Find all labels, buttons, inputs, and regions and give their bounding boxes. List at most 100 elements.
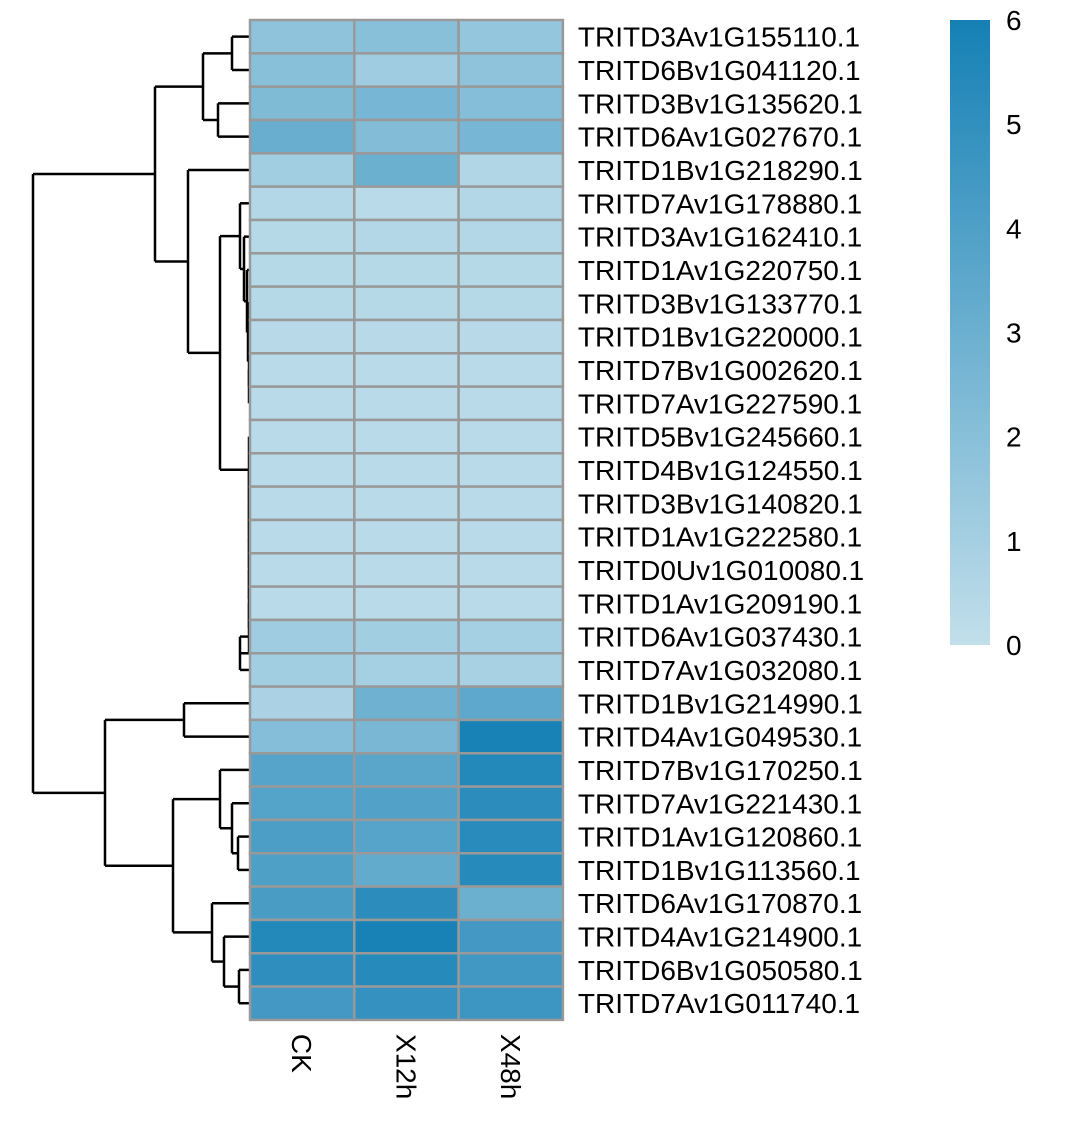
row-label: TRITD4Av1G049530.1 — [578, 722, 862, 753]
heatmap-cell — [248, 152, 356, 188]
row-label: TRITD6Av1G037430.1 — [578, 622, 862, 653]
heatmap-cell — [248, 285, 356, 322]
row-label: TRITD4Av1G214900.1 — [578, 922, 862, 953]
heatmap-cell — [457, 318, 565, 355]
row-label: TRITD3Bv1G133770.1 — [578, 288, 863, 319]
heatmap-cell — [353, 951, 460, 988]
heatmap-cell — [248, 985, 356, 1022]
heatmap-cell — [248, 385, 356, 422]
heatmap-cell — [353, 52, 460, 88]
row-label: TRITD6Av1G170870.1 — [578, 888, 862, 919]
color-legend: 0 1 2 3 4 5 6 — [950, 5, 1022, 661]
row-dendrogram — [31, 35, 251, 1005]
heatmap-cell — [248, 852, 356, 888]
row-label: TRITD1Av1G120860.1 — [578, 822, 862, 853]
heatmap-cell — [353, 418, 460, 455]
heatmap-cell — [353, 218, 460, 255]
row-label: TRITD7Av1G032080.1 — [578, 655, 862, 686]
row-label: TRITD4Bv1G124550.1 — [578, 455, 863, 486]
row-label: TRITD5Bv1G245660.1 — [578, 422, 863, 453]
heatmap-cell — [353, 652, 460, 688]
row-label: TRITD1Av1G209190.1 — [578, 588, 862, 619]
heatmap-cell — [353, 618, 460, 655]
row-label: TRITD3Bv1G140820.1 — [578, 488, 863, 519]
heatmap-cell — [248, 485, 356, 522]
color-legend-bar — [950, 20, 990, 645]
row-label: TRITD7Av1G221430.1 — [578, 788, 862, 819]
heatmap-cell — [457, 52, 565, 88]
row-label: TRITD6Bv1G041120.1 — [578, 55, 861, 86]
heatmap-cell — [457, 418, 565, 455]
heatmap-cell — [248, 85, 356, 122]
heatmap-cell — [353, 518, 460, 555]
heatmap-cell — [457, 352, 565, 388]
heatmap-cell — [457, 618, 565, 655]
heatmap-cell — [457, 718, 565, 755]
heatmap-cell — [248, 752, 356, 788]
heatmap-cell — [457, 252, 565, 288]
row-label: TRITD1Bv1G220000.1 — [578, 322, 863, 353]
heatmap-cell — [353, 885, 460, 922]
row-label: TRITD7Av1G227590.1 — [578, 388, 862, 419]
heatmap-cell — [457, 885, 565, 922]
legend-tick-label: 0 — [1006, 630, 1022, 661]
heatmap-cell — [248, 951, 356, 988]
heatmap-cell — [457, 785, 565, 822]
heatmap-cell — [457, 852, 565, 888]
heatmap-cell — [457, 185, 565, 222]
heatmap-cell — [457, 485, 565, 522]
row-label: TRITD1Bv1G113560.1 — [578, 855, 861, 886]
heatmap-cell — [248, 918, 356, 955]
heatmap-cell — [353, 985, 460, 1022]
heatmap-cell — [353, 785, 460, 822]
heatmap-cell — [353, 918, 460, 955]
legend-tick-label: 5 — [1006, 109, 1022, 140]
heatmap-cell — [353, 352, 460, 388]
legend-tick-label: 6 — [1006, 5, 1022, 36]
heatmap-cell — [353, 285, 460, 322]
row-label: TRITD7Av1G011740.1 — [578, 988, 860, 1019]
heatmap-cell — [353, 252, 460, 288]
row-label: TRITD3Bv1G135620.1 — [578, 88, 863, 119]
heatmap-cell — [457, 452, 565, 488]
heatmap-cell — [457, 385, 565, 422]
heatmap-cell — [353, 752, 460, 788]
heatmap-cell — [353, 485, 460, 522]
heatmap-cell — [248, 185, 356, 222]
heatmap-cell — [457, 152, 565, 188]
legend-tick-label: 2 — [1006, 422, 1022, 453]
heatmap-cell — [457, 85, 565, 122]
heatmap-cell — [353, 685, 460, 722]
row-label: TRITD7Av1G178880.1 — [578, 188, 862, 219]
heatmap-cell — [353, 585, 460, 622]
row-labels: TRITD3Av1G155110.1TRITD6Bv1G041120.1TRIT… — [578, 22, 864, 1020]
legend-tick-label: 4 — [1006, 213, 1022, 244]
heatmap-cell — [457, 752, 565, 788]
row-label: TRITD3Av1G155110.1 — [578, 22, 860, 53]
heatmap-cell — [248, 452, 356, 488]
row-label: TRITD3Av1G162410.1 — [578, 222, 862, 253]
heatmap-cell — [353, 852, 460, 888]
row-label: TRITD1Bv1G214990.1 — [578, 688, 863, 719]
heatmap-cell — [457, 552, 565, 588]
heatmap-cell — [248, 218, 356, 255]
heatmap-cell — [353, 318, 460, 355]
legend-tick-label: 3 — [1006, 318, 1022, 349]
heatmap-cell — [457, 285, 565, 322]
heatmap-cell — [353, 718, 460, 755]
row-label: TRITD6Av1G027670.1 — [578, 122, 862, 153]
heatmap-cell — [457, 652, 565, 688]
heatmap-cell — [248, 685, 356, 722]
row-label: TRITD0Uv1G010080.1 — [578, 555, 864, 586]
legend-tick-label: 1 — [1006, 526, 1022, 557]
row-label: TRITD7Bv1G002620.1 — [578, 355, 863, 386]
heatmap-cell — [248, 552, 356, 588]
heatmap-cell — [353, 152, 460, 188]
heatmap-cell — [457, 18, 565, 55]
heatmap-cell — [353, 452, 460, 488]
row-label: TRITD1Av1G220750.1 — [578, 255, 862, 286]
heatmap-cell — [353, 185, 460, 222]
heatmap-cell — [248, 718, 356, 755]
heatmap-cell — [457, 518, 565, 555]
